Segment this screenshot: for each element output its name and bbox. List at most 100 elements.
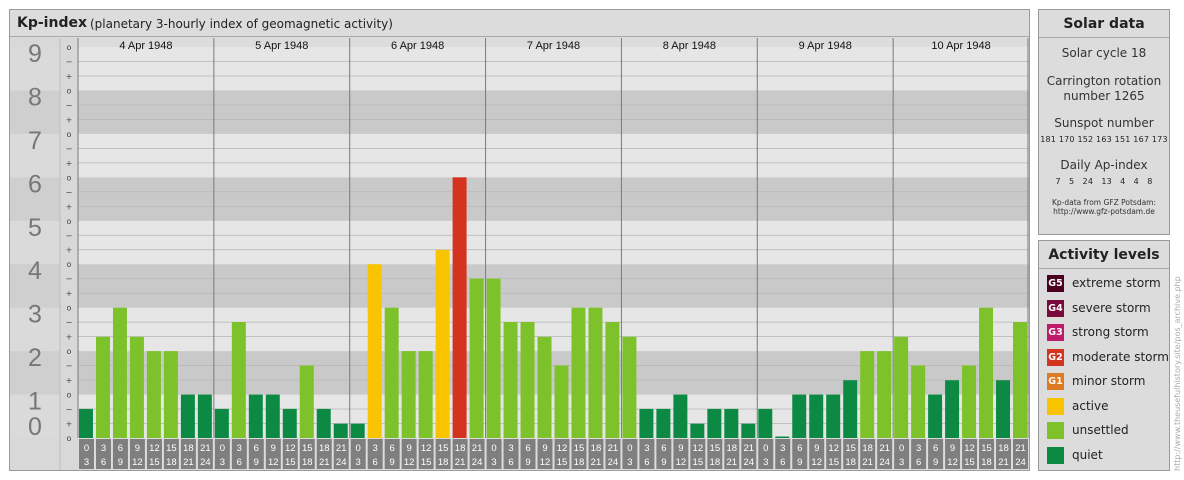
day-label: 10 Apr 1948 bbox=[931, 40, 990, 52]
kp-bar bbox=[112, 307, 127, 438]
solar-data-panel: Solar data Solar cycle 18 Carrington rot… bbox=[1038, 9, 1170, 235]
hour-end-label: 15 bbox=[557, 457, 568, 468]
activity-level-item: G3 strong storm bbox=[1039, 321, 1169, 346]
hour-start-label: 15 bbox=[845, 443, 856, 454]
y-minor-label: − bbox=[66, 231, 73, 240]
hour-end-label: 9 bbox=[390, 457, 395, 468]
hour-cell bbox=[248, 439, 264, 469]
hour-end-label: 6 bbox=[237, 457, 242, 468]
kp-bar bbox=[146, 351, 161, 438]
y-minor-label: − bbox=[66, 405, 73, 414]
hour-end-label: 21 bbox=[319, 457, 330, 468]
hour-cell bbox=[163, 439, 179, 469]
hour-cell bbox=[520, 439, 536, 469]
hour-start-label: 18 bbox=[319, 443, 330, 454]
hour-start-label: 21 bbox=[200, 443, 211, 454]
hour-end-label: 12 bbox=[132, 457, 143, 468]
day-label: 7 Apr 1948 bbox=[527, 40, 580, 52]
kp-bar bbox=[826, 394, 841, 438]
hour-cell bbox=[282, 439, 298, 469]
hour-cell bbox=[571, 439, 587, 469]
hour-start-label: 18 bbox=[727, 443, 738, 454]
source-line-1: Kp-data from GFZ Potsdam: bbox=[1051, 198, 1157, 207]
hour-cell bbox=[724, 439, 740, 469]
hour-start-label: 6 bbox=[390, 443, 395, 454]
kp-bar bbox=[333, 423, 348, 438]
activity-level-item: unsettled bbox=[1039, 419, 1169, 444]
hour-start-label: 21 bbox=[608, 443, 619, 454]
kp-bar bbox=[690, 423, 705, 438]
y-axis-label: 2 bbox=[28, 344, 42, 372]
kp-bar bbox=[758, 408, 773, 438]
hour-cell bbox=[452, 439, 468, 469]
y-minor-label: o bbox=[67, 173, 72, 182]
hour-start-label: 12 bbox=[557, 443, 568, 454]
hour-start-label: 0 bbox=[763, 443, 768, 454]
hour-start-label: 3 bbox=[644, 443, 649, 454]
kp-bar bbox=[605, 322, 620, 438]
hour-cell bbox=[95, 439, 111, 469]
hour-cell bbox=[316, 439, 332, 469]
day-label: 5 Apr 1948 bbox=[255, 40, 308, 52]
hour-end-label: 3 bbox=[84, 457, 89, 468]
level-label: active bbox=[1072, 398, 1109, 413]
y-minor-label: + bbox=[66, 115, 73, 124]
hour-end-label: 15 bbox=[964, 457, 975, 468]
hour-start-label: 6 bbox=[661, 443, 666, 454]
kp-bar bbox=[79, 408, 93, 438]
hour-end-label: 24 bbox=[1015, 457, 1026, 468]
hour-cell bbox=[792, 439, 808, 469]
hour-cell bbox=[809, 439, 825, 469]
kp-bar bbox=[588, 307, 603, 438]
hour-cell bbox=[860, 439, 876, 469]
activity-level-item: G4 severe storm bbox=[1039, 297, 1169, 322]
y-minor-label: + bbox=[66, 159, 73, 168]
kp-bar bbox=[724, 408, 739, 438]
activity-levels-heading: Activity levels bbox=[1039, 241, 1169, 269]
kp-bar bbox=[622, 336, 637, 438]
hour-end-label: 21 bbox=[183, 457, 194, 468]
hour-start-label: 21 bbox=[336, 443, 347, 454]
y-minor-label: o bbox=[67, 434, 72, 443]
hour-start-label: 18 bbox=[998, 443, 1009, 454]
y-minor-label: + bbox=[66, 420, 73, 429]
source-line-2: http://www.gfz-potsdam.de bbox=[1053, 207, 1155, 216]
hour-end-label: 18 bbox=[710, 457, 721, 468]
y-minor-label: − bbox=[66, 144, 73, 153]
kp-bar bbox=[520, 322, 535, 438]
hour-cell bbox=[690, 439, 706, 469]
hour-cell bbox=[435, 439, 451, 469]
hour-start-label: 18 bbox=[591, 443, 602, 454]
hour-end-label: 18 bbox=[302, 457, 313, 468]
hour-start-label: 9 bbox=[814, 443, 819, 454]
kp-bar bbox=[316, 408, 331, 438]
kp-bar-chart: 4 Apr 1948 5 Apr 1948 6 Apr 1948 7 Apr 1948… bbox=[10, 38, 1029, 470]
kp-bar bbox=[639, 408, 654, 438]
kp-bar bbox=[894, 336, 909, 438]
hour-end-label: 21 bbox=[591, 457, 602, 468]
kp-bar bbox=[554, 365, 569, 438]
hour-end-label: 3 bbox=[763, 457, 768, 468]
kp-band bbox=[78, 220, 1029, 265]
y-minor-label: − bbox=[66, 275, 73, 284]
hour-start-label: 9 bbox=[135, 443, 140, 454]
kp-bar bbox=[214, 408, 229, 438]
y-axis-label: 4 bbox=[28, 257, 42, 285]
carrington-line-2: number 1265 bbox=[1063, 89, 1145, 103]
level-swatch bbox=[1047, 422, 1064, 439]
kp-bar bbox=[401, 351, 416, 438]
y-minor-label: + bbox=[66, 246, 73, 255]
activity-levels-legend: G5 extreme storm G4 severe storm G3 strong st… bbox=[1039, 269, 1169, 468]
sunspot-heading: Sunspot number bbox=[1054, 116, 1154, 130]
sunspot-values: 181 170 152 163 151 167 173 bbox=[1040, 135, 1168, 144]
hour-start-label: 12 bbox=[828, 443, 839, 454]
hour-end-label: 18 bbox=[981, 457, 992, 468]
hour-start-label: 21 bbox=[744, 443, 755, 454]
kp-chart-panel: Kp-index (planetary 3-hourly index of ge… bbox=[9, 9, 1030, 471]
carrington-line-1: Carrington rotation bbox=[1046, 74, 1162, 88]
hour-end-label: 24 bbox=[744, 457, 755, 468]
kp-bar bbox=[435, 249, 450, 438]
activity-level-item: active bbox=[1039, 395, 1169, 420]
kp-bar bbox=[129, 336, 144, 438]
hour-start-label: 15 bbox=[981, 443, 992, 454]
